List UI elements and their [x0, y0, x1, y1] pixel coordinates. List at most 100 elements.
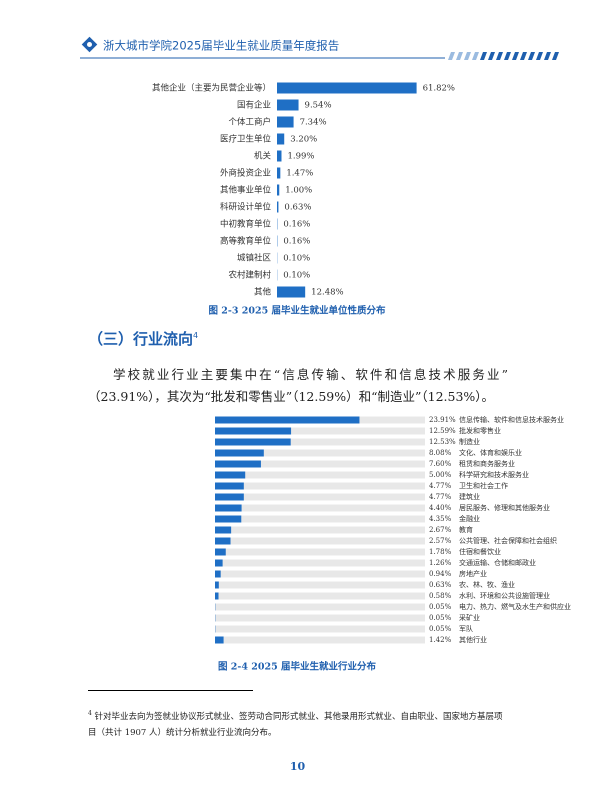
value-label: 2.57% [429, 537, 452, 545]
category-label: 公共管理、社会保障和社会组织 [459, 536, 557, 545]
bar [215, 548, 226, 556]
category-label: 交通运输、仓储和邮政业 [459, 558, 536, 567]
stripe [488, 52, 495, 60]
bar-track [215, 548, 425, 556]
value-label: 1.00% [285, 186, 312, 196]
bar [215, 515, 242, 523]
bar [277, 133, 285, 145]
stripe [472, 52, 479, 60]
value-label: 12.53% [429, 438, 456, 446]
value-label: 1.26% [429, 559, 452, 567]
bar [277, 184, 280, 196]
header-title: 浙大城市学院2025届毕业生就业质量年度报告 [103, 39, 339, 53]
stripe [464, 52, 471, 60]
bar [277, 201, 279, 213]
bar [215, 493, 244, 501]
category-label: 医疗卫生单位 [220, 134, 272, 145]
value-label: 1.99% [287, 152, 314, 162]
value-label: 0.10% [283, 254, 310, 264]
bar [215, 449, 264, 457]
bar-track [215, 537, 425, 545]
category-label: 城镇社区 [237, 253, 272, 264]
category-label: 其他 [254, 287, 272, 298]
stripe [544, 52, 551, 60]
category-label: 信息传输、软件和信息技术服务业 [459, 415, 564, 424]
stripe [512, 52, 519, 60]
value-label: 4.77% [429, 493, 452, 501]
bar [215, 427, 292, 435]
bar-track [215, 482, 425, 490]
bar-track [215, 526, 425, 534]
value-label: 3.20% [290, 135, 317, 145]
value-label: 0.05% [429, 603, 452, 611]
bar-track [215, 614, 425, 622]
bar [215, 416, 360, 424]
category-label: 房地产业 [459, 569, 487, 578]
bar-track [215, 592, 425, 600]
category-label: 批发和零售业 [459, 426, 501, 435]
category-label: 国有企业 [237, 100, 271, 111]
value-label: 0.94% [429, 570, 452, 578]
logo-dot [87, 42, 92, 47]
value-label: 2.67% [429, 526, 452, 534]
bar [215, 471, 246, 479]
stripe [456, 52, 463, 60]
value-label: 4.77% [429, 482, 452, 490]
value-label: 0.05% [429, 625, 452, 633]
bar-track [215, 570, 425, 578]
bar-track [215, 493, 425, 501]
value-label: 0.05% [429, 614, 452, 622]
category-label: 农、林、牧、渔业 [459, 580, 515, 589]
value-label: 0.16% [283, 237, 310, 247]
value-label: 1.42% [429, 636, 452, 644]
value-label: 7.60% [429, 460, 452, 468]
bar [215, 592, 219, 600]
bar [277, 150, 282, 162]
section-heading: （三）行业流向4 [88, 328, 198, 349]
bar [277, 116, 294, 128]
category-label: 居民服务、修理和其他服务业 [459, 503, 550, 512]
bar-track [215, 636, 425, 644]
stripe [552, 52, 559, 60]
value-label: 61.82% [423, 84, 455, 94]
bar-track [215, 581, 425, 589]
footnote-mark: 4 [88, 710, 92, 717]
category-label: 中初教育单位 [220, 219, 272, 230]
value-label: 9.54% [305, 101, 332, 111]
stripe [480, 52, 487, 60]
paragraph: 学校就业行业主要集中在“信息传输、软件和信息技术服务业”（23.91%），其次为… [88, 367, 508, 404]
bar [277, 82, 417, 94]
bar-track [215, 625, 425, 633]
category-label: 金融业 [459, 514, 480, 523]
bar [215, 504, 242, 512]
category-label: 教育 [459, 525, 473, 534]
category-label: 采矿业 [459, 613, 480, 622]
stripe [496, 52, 503, 60]
category-label: 其他事业单位 [220, 185, 272, 196]
value-label: 12.48% [311, 288, 343, 298]
value-label: 5.00% [429, 471, 452, 479]
value-label: 0.63% [284, 203, 311, 213]
value-label: 1.47% [286, 169, 313, 179]
category-label: 军队 [459, 624, 473, 633]
category-label: 文化、体育和娱乐业 [459, 448, 522, 457]
value-label: 0.63% [429, 581, 452, 589]
bar-track [215, 603, 425, 611]
footnote-text: 针对毕业去向为签就业协议形式就业、签劳动合同形式就业、其他录用形式就业、自由职业… [88, 711, 503, 738]
category-label: 水利、环境和公共设施管理业 [459, 591, 550, 600]
category-label: 其他企业（主要为民营企业等） [152, 83, 271, 94]
category-label: 租赁和商务服务业 [459, 459, 515, 468]
bar [215, 581, 219, 589]
category-label: 个体工商户 [228, 117, 271, 128]
chart-title: 图 2-4 2025 届毕业生就业行业分布 [218, 661, 377, 673]
footnote-rule [88, 690, 253, 691]
footnote-ref: 4 [193, 331, 199, 340]
category-label: 卫生和社会工作 [459, 481, 508, 490]
value-label: 0.58% [429, 592, 452, 600]
bar-track [215, 449, 425, 457]
bar [215, 438, 291, 446]
value-label: 0.16% [283, 220, 310, 230]
stripe [536, 52, 543, 60]
bar [277, 286, 306, 298]
bar-track [215, 559, 425, 567]
